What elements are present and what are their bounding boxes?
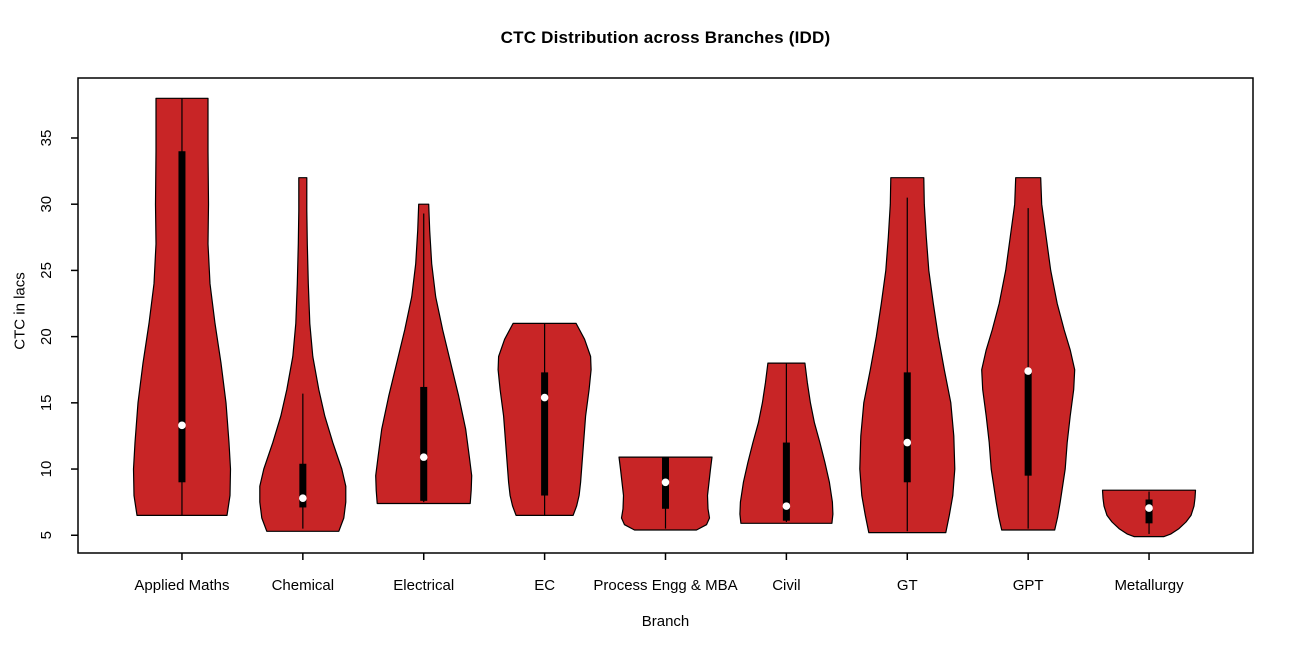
x-tick-label: EC <box>534 577 555 594</box>
violin-box <box>178 151 186 483</box>
y-tick-label: 20 <box>38 328 55 345</box>
x-tick-label: Metallurgy <box>1114 577 1184 594</box>
y-tick-label: 10 <box>38 461 55 478</box>
y-tick-label: 5 <box>38 531 55 539</box>
violin-median-dot <box>1024 367 1032 375</box>
violin-box <box>541 372 549 496</box>
violin-median-dot <box>540 393 549 402</box>
x-tick-label: Civil <box>772 577 800 594</box>
y-tick-label: 35 <box>38 130 55 147</box>
violin-median-dot <box>178 421 186 430</box>
violin-median-dot <box>903 438 912 447</box>
y-tick-label: 25 <box>38 262 55 279</box>
y-tick-label: 30 <box>38 196 55 213</box>
violin-box <box>1024 369 1032 476</box>
violin-median-dot <box>661 478 670 487</box>
violin-median-dot <box>299 494 307 502</box>
violin-median-dot <box>782 502 791 510</box>
x-tick-label: Applied Maths <box>134 577 229 594</box>
violin-box <box>299 463 307 508</box>
y-tick-label: 15 <box>38 394 55 411</box>
violin-box <box>782 442 790 521</box>
x-tick-label: GPT <box>1013 577 1044 594</box>
violin-median-dot <box>1145 504 1153 512</box>
x-tick-label: Process Engg & MBA <box>593 577 737 594</box>
chart-title: CTC Distribution across Branches (IDD) <box>500 28 831 47</box>
violin-box <box>420 386 428 501</box>
x-tick-label: Chemical <box>272 577 335 594</box>
violin-median-dot <box>419 453 428 461</box>
violin-box <box>903 372 911 483</box>
x-tick-label: Electrical <box>393 577 454 594</box>
violin-shape <box>259 177 347 532</box>
x-tick-label: GT <box>897 577 918 594</box>
x-axis-title: Branch <box>641 613 690 630</box>
